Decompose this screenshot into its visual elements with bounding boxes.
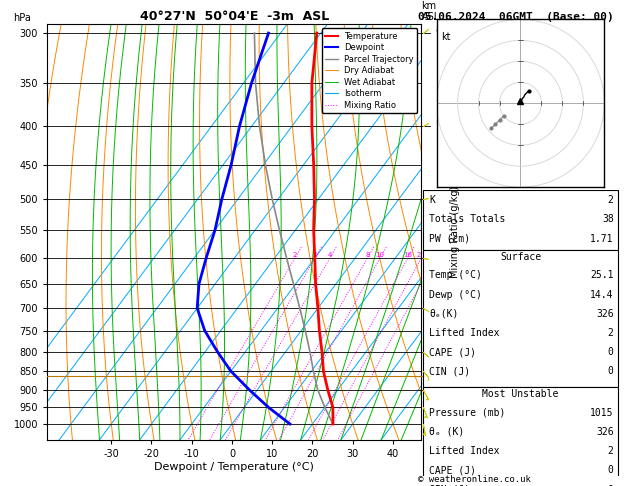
Text: LCL: LCL — [435, 371, 451, 380]
Text: 326: 326 — [596, 427, 614, 437]
Text: Lifted Index: Lifted Index — [430, 328, 500, 338]
Bar — [423, 250, 618, 387]
Text: 16: 16 — [403, 252, 412, 258]
Text: 25: 25 — [431, 252, 440, 258]
Text: 3: 3 — [313, 252, 317, 258]
Text: 0: 0 — [608, 485, 614, 486]
Text: © weatheronline.co.uk: © weatheronline.co.uk — [418, 474, 531, 484]
Legend: Temperature, Dewpoint, Parcel Trajectory, Dry Adiabat, Wet Adiabat, Isotherm, Mi: Temperature, Dewpoint, Parcel Trajectory… — [322, 29, 417, 113]
Text: Dewp (°C): Dewp (°C) — [430, 290, 482, 299]
Text: km
ASL: km ASL — [421, 0, 440, 22]
Text: Surface: Surface — [500, 252, 541, 262]
Text: 7: 7 — [435, 122, 442, 132]
Text: Pressure (mb): Pressure (mb) — [430, 408, 506, 418]
Text: 14.4: 14.4 — [590, 290, 614, 299]
Text: Most Unstable: Most Unstable — [482, 389, 559, 399]
Text: 2: 2 — [435, 347, 442, 357]
Text: hPa: hPa — [13, 14, 31, 23]
Text: 10: 10 — [376, 252, 384, 258]
Text: 38: 38 — [602, 214, 614, 225]
Text: 0: 0 — [608, 466, 614, 475]
Text: 9: 9 — [435, 28, 442, 38]
Text: 2: 2 — [608, 195, 614, 205]
X-axis label: Dewpoint / Temperature (°C): Dewpoint / Temperature (°C) — [154, 462, 314, 471]
Text: 8: 8 — [365, 252, 370, 258]
Text: Lifted Index: Lifted Index — [430, 446, 500, 456]
Text: Totals Totals: Totals Totals — [430, 214, 506, 225]
Text: θₑ (K): θₑ (K) — [430, 427, 465, 437]
Text: 2: 2 — [608, 446, 614, 456]
Title: 40°27'N  50°04'E  -3m  ASL: 40°27'N 50°04'E -3m ASL — [140, 10, 329, 23]
Text: 1: 1 — [435, 385, 442, 395]
Text: 5: 5 — [435, 253, 442, 263]
Text: 326: 326 — [596, 309, 614, 319]
Text: 1015: 1015 — [590, 408, 614, 418]
Bar — [423, 387, 618, 486]
Text: 4: 4 — [328, 252, 332, 258]
Text: PW (cm): PW (cm) — [430, 234, 470, 243]
Text: Temp (°C): Temp (°C) — [430, 270, 482, 280]
Text: 2: 2 — [608, 328, 614, 338]
Text: Mixing Ratio (g/kg): Mixing Ratio (g/kg) — [450, 186, 460, 278]
Text: 1.71: 1.71 — [590, 234, 614, 243]
Text: 6: 6 — [435, 194, 442, 204]
Text: θₑ(K): θₑ(K) — [430, 309, 459, 319]
Text: CAPE (J): CAPE (J) — [430, 347, 476, 357]
Text: CAPE (J): CAPE (J) — [430, 466, 476, 475]
Text: K: K — [430, 195, 435, 205]
Text: 25.1: 25.1 — [590, 270, 614, 280]
Text: CIN (J): CIN (J) — [430, 366, 470, 377]
Text: kt: kt — [441, 32, 450, 42]
Text: 3: 3 — [435, 303, 442, 313]
Text: 0: 0 — [608, 347, 614, 357]
Text: 05.06.2024  06GMT  (Base: 00): 05.06.2024 06GMT (Base: 00) — [418, 12, 614, 22]
Text: 2: 2 — [292, 252, 297, 258]
Bar — [423, 190, 618, 250]
Text: CIN (J): CIN (J) — [430, 485, 470, 486]
Text: 20: 20 — [417, 252, 426, 258]
Text: 0: 0 — [608, 366, 614, 377]
